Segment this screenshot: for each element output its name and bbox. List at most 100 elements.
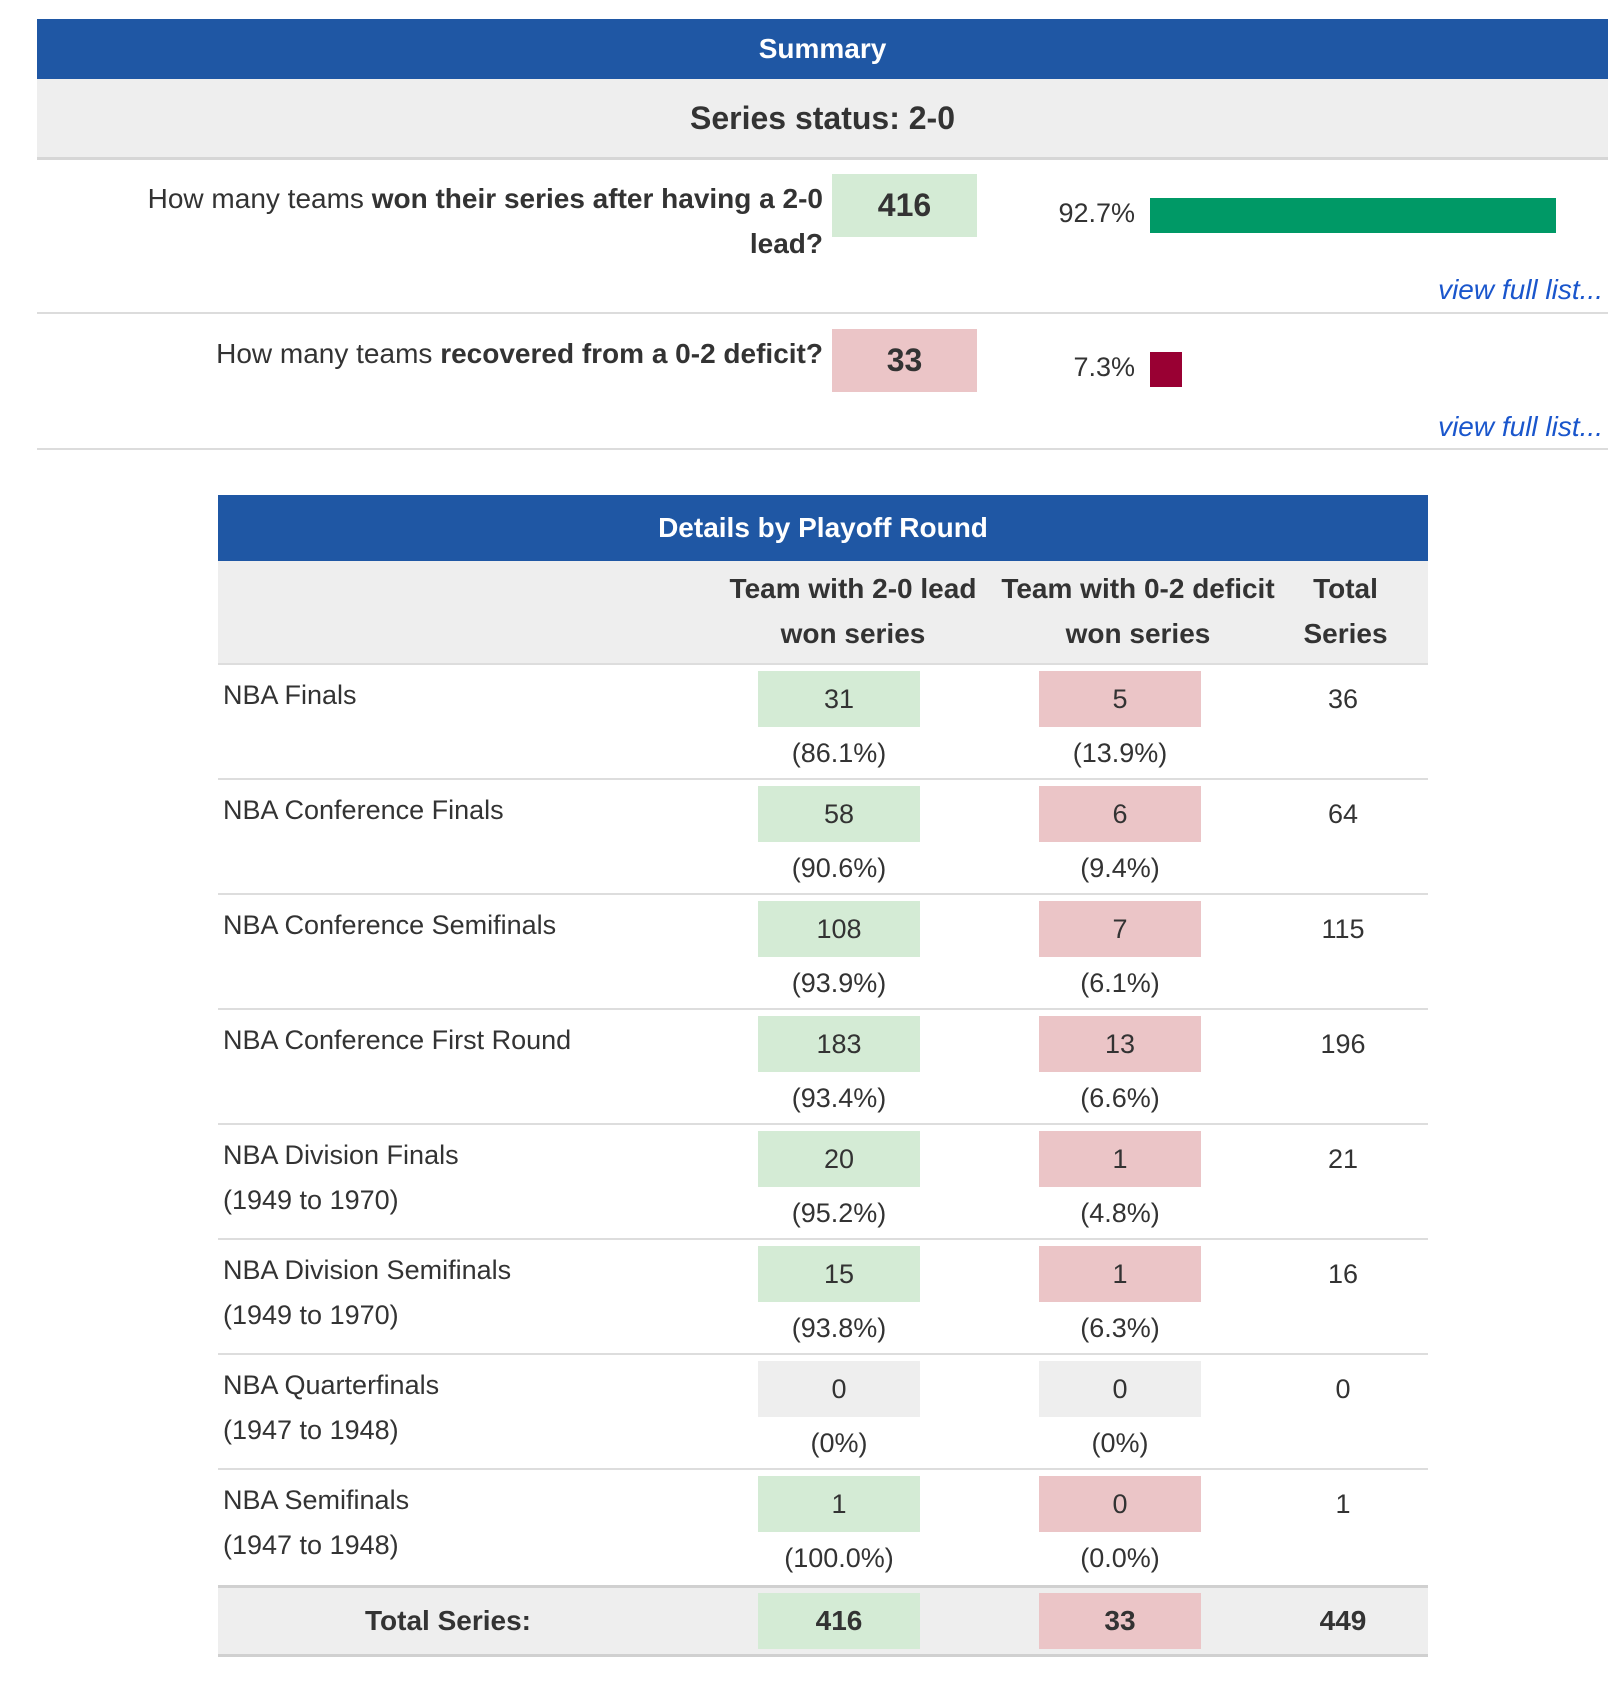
column-header-row: Team with 2-0 lead won series Team with … (218, 561, 1428, 663)
round-label: NBA Division Semifinals (1949 to 1970) (223, 1248, 511, 1338)
view-full-list-link-recovered[interactable]: view full list... (1438, 411, 1603, 442)
total-count: 1 (1335, 1488, 1351, 1519)
won-percent: 92.7% (1058, 198, 1135, 228)
question-recovered: How many teams recovered from a 0-2 defi… (140, 331, 823, 376)
won-count: 108 (758, 901, 920, 957)
table-row: NBA Division Finals (1949 to 1970) 20 (95.2… (218, 1123, 1428, 1238)
question-bold: recovered from a 0-2 deficit? (440, 338, 823, 369)
won-percent: (86.1%) (791, 738, 887, 768)
view-full-list-link-won[interactable]: view full list... (1438, 274, 1603, 305)
question-won-series: How many teams won their series after ha… (140, 176, 823, 266)
round-name: NBA Division Finals (223, 1140, 459, 1170)
round-name: NBA Semifinals (223, 1485, 410, 1515)
total-count: 0 (1335, 1373, 1351, 1404)
table-row: NBA Conference First Round 183 (93.4%) 13 (6… (218, 1008, 1428, 1123)
round-years: (1947 to 1948) (223, 1530, 399, 1560)
lost-count: 1 (1039, 1246, 1201, 1302)
totals-lost: 33 (1039, 1593, 1201, 1649)
total-count: 16 (1327, 1258, 1359, 1289)
won-count: 58 (758, 786, 920, 842)
won-count: 31 (758, 671, 920, 727)
round-years: (1949 to 1970) (223, 1185, 399, 1215)
total-count: 64 (1327, 798, 1359, 829)
round-label: NBA Division Finals (1949 to 1970) (223, 1133, 459, 1223)
round-label: NBA Conference Semifinals (223, 903, 556, 948)
round-name: NBA Conference Semifinals (223, 910, 557, 940)
lost-percent: (6.3%) (1080, 1313, 1160, 1343)
table-row: NBA Division Semifinals (1949 to 1970) 15 (… (218, 1238, 1428, 1353)
won-count: 183 (758, 1016, 920, 1072)
totals-label: Total Series: (365, 1605, 531, 1636)
recovered-count-box: 33 (832, 329, 977, 392)
table-row: NBA Conference Finals 58 (90.6%) 6 (9.4%) 64 (218, 778, 1428, 893)
round-name: NBA Quarterfinals (223, 1370, 440, 1400)
won-percent: (93.9%) (791, 968, 887, 998)
totals-total: 449 (1319, 1605, 1367, 1636)
total-count: 36 (1327, 683, 1359, 714)
won-percent: (0%) (810, 1428, 868, 1458)
won-count-box: 416 (832, 174, 977, 237)
question-prefix: How many teams (216, 338, 441, 369)
summary-header: Summary (37, 19, 1608, 79)
won-percent: (90.6%) (791, 853, 887, 883)
total-count: 115 (1321, 913, 1365, 944)
recovered-percent: 7.3% (1073, 352, 1135, 382)
lost-percent: (6.1%) (1080, 968, 1160, 998)
won-count: 416 (877, 187, 932, 223)
totals-row: Total Series: 416 33 449 (218, 1585, 1428, 1657)
series-status: Series status: 2-0 (689, 99, 955, 136)
column-header-lost: Team with 0-2 deficit won series (1001, 573, 1275, 649)
lost-count: 1 (1039, 1131, 1201, 1187)
total-count: 196 (1320, 1028, 1366, 1059)
lost-count: 5 (1039, 671, 1201, 727)
round-years: (1947 to 1948) (223, 1415, 399, 1445)
total-count: 21 (1327, 1143, 1359, 1174)
won-percent-bar (1150, 198, 1556, 233)
column-header-won: Team with 2-0 lead won series (729, 573, 977, 649)
won-count: 20 (758, 1131, 920, 1187)
recovered-percent-bar (1150, 352, 1182, 387)
lost-count: 0 (1039, 1361, 1201, 1417)
round-years: (1949 to 1970) (223, 1300, 399, 1330)
won-count: 1 (758, 1476, 920, 1532)
column-header-total: Total Series (1303, 573, 1388, 649)
lost-percent: (0%) (1091, 1428, 1149, 1458)
totals-won: 416 (758, 1593, 920, 1649)
round-name: NBA Finals (223, 680, 357, 710)
recovered-count: 33 (886, 342, 923, 378)
question-bold: won their series after having a 2-0 lead… (371, 183, 823, 259)
lost-count: 13 (1039, 1016, 1201, 1072)
lost-count: 7 (1039, 901, 1201, 957)
lost-percent: (13.9%) (1072, 738, 1168, 768)
won-percent: (93.4%) (791, 1083, 887, 1113)
won-count: 0 (758, 1361, 920, 1417)
series-status-bar: Series status: 2-0 (37, 79, 1608, 160)
round-label: NBA Conference Finals (223, 788, 504, 833)
divider (37, 448, 1608, 450)
details-title: Details by Playoff Round (658, 512, 988, 543)
round-name: NBA Division Semifinals (223, 1255, 512, 1285)
lost-percent: (4.8%) (1080, 1198, 1160, 1228)
lost-count: 6 (1039, 786, 1201, 842)
lost-percent: (9.4%) (1080, 853, 1160, 883)
lost-count: 0 (1039, 1476, 1201, 1532)
details-header: Details by Playoff Round (218, 495, 1428, 561)
divider (37, 312, 1608, 314)
table-row: NBA Conference Semifinals 108 (93.9%) 7 (6.1… (218, 893, 1428, 1008)
round-name: NBA Conference Finals (223, 795, 504, 825)
question-prefix: How many teams (147, 183, 372, 214)
won-percent: (100.0%) (784, 1543, 894, 1573)
won-percent: (93.8%) (791, 1313, 887, 1343)
round-label: NBA Semifinals (1947 to 1948) (223, 1478, 409, 1568)
table-row: NBA Semifinals (1947 to 1948) 1 (100.0%) 0 (0… (218, 1468, 1428, 1583)
table-row: NBA Finals 31 (86.1%) 5 (13.9%) 36 (218, 663, 1428, 778)
summary-title: Summary (758, 33, 887, 64)
lost-percent: (6.6%) (1080, 1083, 1160, 1113)
lost-percent: (0.0%) (1080, 1543, 1160, 1573)
round-label: NBA Quarterfinals (1947 to 1948) (223, 1363, 439, 1453)
round-name: NBA Conference First Round (223, 1025, 572, 1055)
round-label: NBA Conference First Round (223, 1018, 571, 1063)
round-label: NBA Finals (223, 673, 357, 718)
table-row: NBA Quarterfinals (1947 to 1948) 0 (0%) 0 (0%… (218, 1353, 1428, 1468)
won-percent: (95.2%) (791, 1198, 887, 1228)
